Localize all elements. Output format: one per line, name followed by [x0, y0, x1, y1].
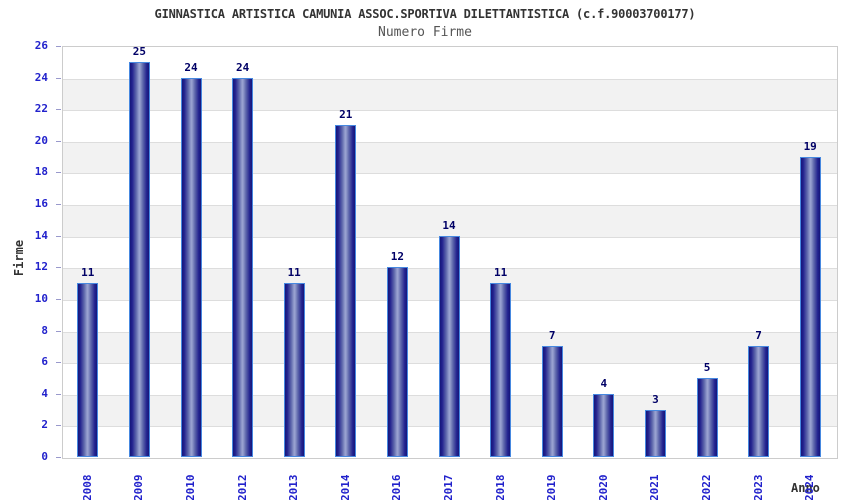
bar: [438, 236, 460, 457]
y-tick-label: 18: [34, 165, 48, 179]
bar-value-label: 19: [803, 140, 817, 153]
gridline: [63, 78, 837, 80]
y-tick-label: 20: [34, 133, 48, 147]
y-tick-mark: [56, 204, 61, 206]
bar-value-label: 7: [548, 329, 556, 342]
x-axis-title: Anno: [791, 481, 820, 495]
x-tick-label: 2013: [287, 474, 301, 500]
y-tick-label: 4: [41, 386, 48, 400]
bar-value-label: 25: [132, 45, 147, 58]
bar-value-label: 3: [652, 393, 659, 406]
y-tick-mark: [56, 77, 61, 79]
y-tick-label: 10: [34, 291, 48, 305]
bar-value-label: 24: [184, 61, 198, 74]
bar-value-label: 21: [339, 108, 353, 121]
y-tick-mark: [56, 267, 61, 269]
bar-value-label: 14: [442, 219, 456, 232]
bar: [77, 283, 99, 457]
y-tick-mark: [56, 235, 61, 237]
grid-band: [63, 78, 837, 111]
y-tick-mark: [56, 109, 61, 111]
bar-value-label: 24: [235, 61, 250, 74]
chart-title: GINNASTICA ARTISTICA CAMUNIA ASSOC.SPORT…: [154, 7, 696, 21]
grid-band: [63, 47, 837, 79]
y-tick-label: 6: [41, 355, 48, 369]
grid-band: [63, 173, 837, 206]
y-tick-label: 12: [34, 260, 48, 274]
bar: [748, 346, 770, 457]
y-tick-mark: [56, 330, 61, 332]
bar: [180, 78, 202, 457]
chart-subtitle: Numero Firme: [378, 25, 472, 40]
y-tick-mark: [56, 46, 61, 47]
y-tick-mark: [56, 393, 61, 395]
x-tick-label: 2019: [545, 474, 559, 500]
y-tick-label: 14: [34, 228, 48, 242]
y-tick-mark: [56, 298, 61, 300]
bar: [490, 283, 512, 457]
y-tick-mark: [56, 362, 61, 364]
bar: [593, 394, 615, 457]
bar: [644, 410, 666, 457]
y-tick-mark: [56, 140, 61, 142]
x-tick-label: 2018: [493, 474, 507, 500]
gridline: [63, 205, 837, 207]
bar: [283, 283, 305, 457]
bar: [696, 378, 718, 457]
x-tick-label: 2016: [390, 474, 404, 500]
bar: [386, 267, 408, 457]
x-tick-label: 2009: [132, 474, 146, 500]
gridline: [63, 141, 837, 143]
y-tick-label: 2: [41, 418, 48, 432]
gridline: [63, 110, 837, 112]
bar: [335, 125, 357, 457]
bar: [128, 62, 150, 457]
x-tick-label: 2012: [235, 474, 249, 500]
x-tick-label: 2010: [184, 474, 197, 500]
y-tick-label: 22: [34, 102, 48, 116]
bar: [799, 157, 821, 457]
x-tick-label: 2022: [700, 474, 713, 500]
bar-value-label: 12: [390, 250, 405, 263]
x-tick-label: 2008: [80, 474, 94, 500]
x-tick-label: 2023: [751, 474, 765, 500]
y-tick-mark: [56, 425, 61, 427]
y-tick-mark: [56, 457, 61, 458]
x-tick-label: 2024: [803, 474, 817, 500]
x-tick-label: 2021: [648, 474, 662, 500]
x-tick-label: 2017: [442, 474, 455, 500]
grid-band: [63, 110, 837, 142]
bar-value-label: 11: [287, 266, 301, 279]
x-tick-label: 2020: [596, 474, 610, 500]
bar-value-label: 11: [81, 266, 95, 279]
x-tick-label: 2014: [338, 474, 352, 500]
y-tick-label: 0: [41, 450, 48, 463]
y-tick-label: 24: [34, 70, 48, 84]
y-tick-label: 8: [41, 323, 48, 337]
bar: [541, 346, 563, 457]
y-tick-mark: [56, 172, 61, 174]
bar: [232, 78, 254, 457]
bar-value-label: 4: [600, 377, 608, 390]
y-tick-label: 26: [34, 39, 48, 52]
bar-value-label: 7: [755, 329, 762, 342]
bar-value-label: 11: [493, 266, 508, 279]
grid-band: [63, 141, 837, 174]
y-tick-label: 16: [34, 197, 48, 211]
gridline: [63, 173, 837, 175]
bar-value-label: 5: [703, 361, 711, 374]
